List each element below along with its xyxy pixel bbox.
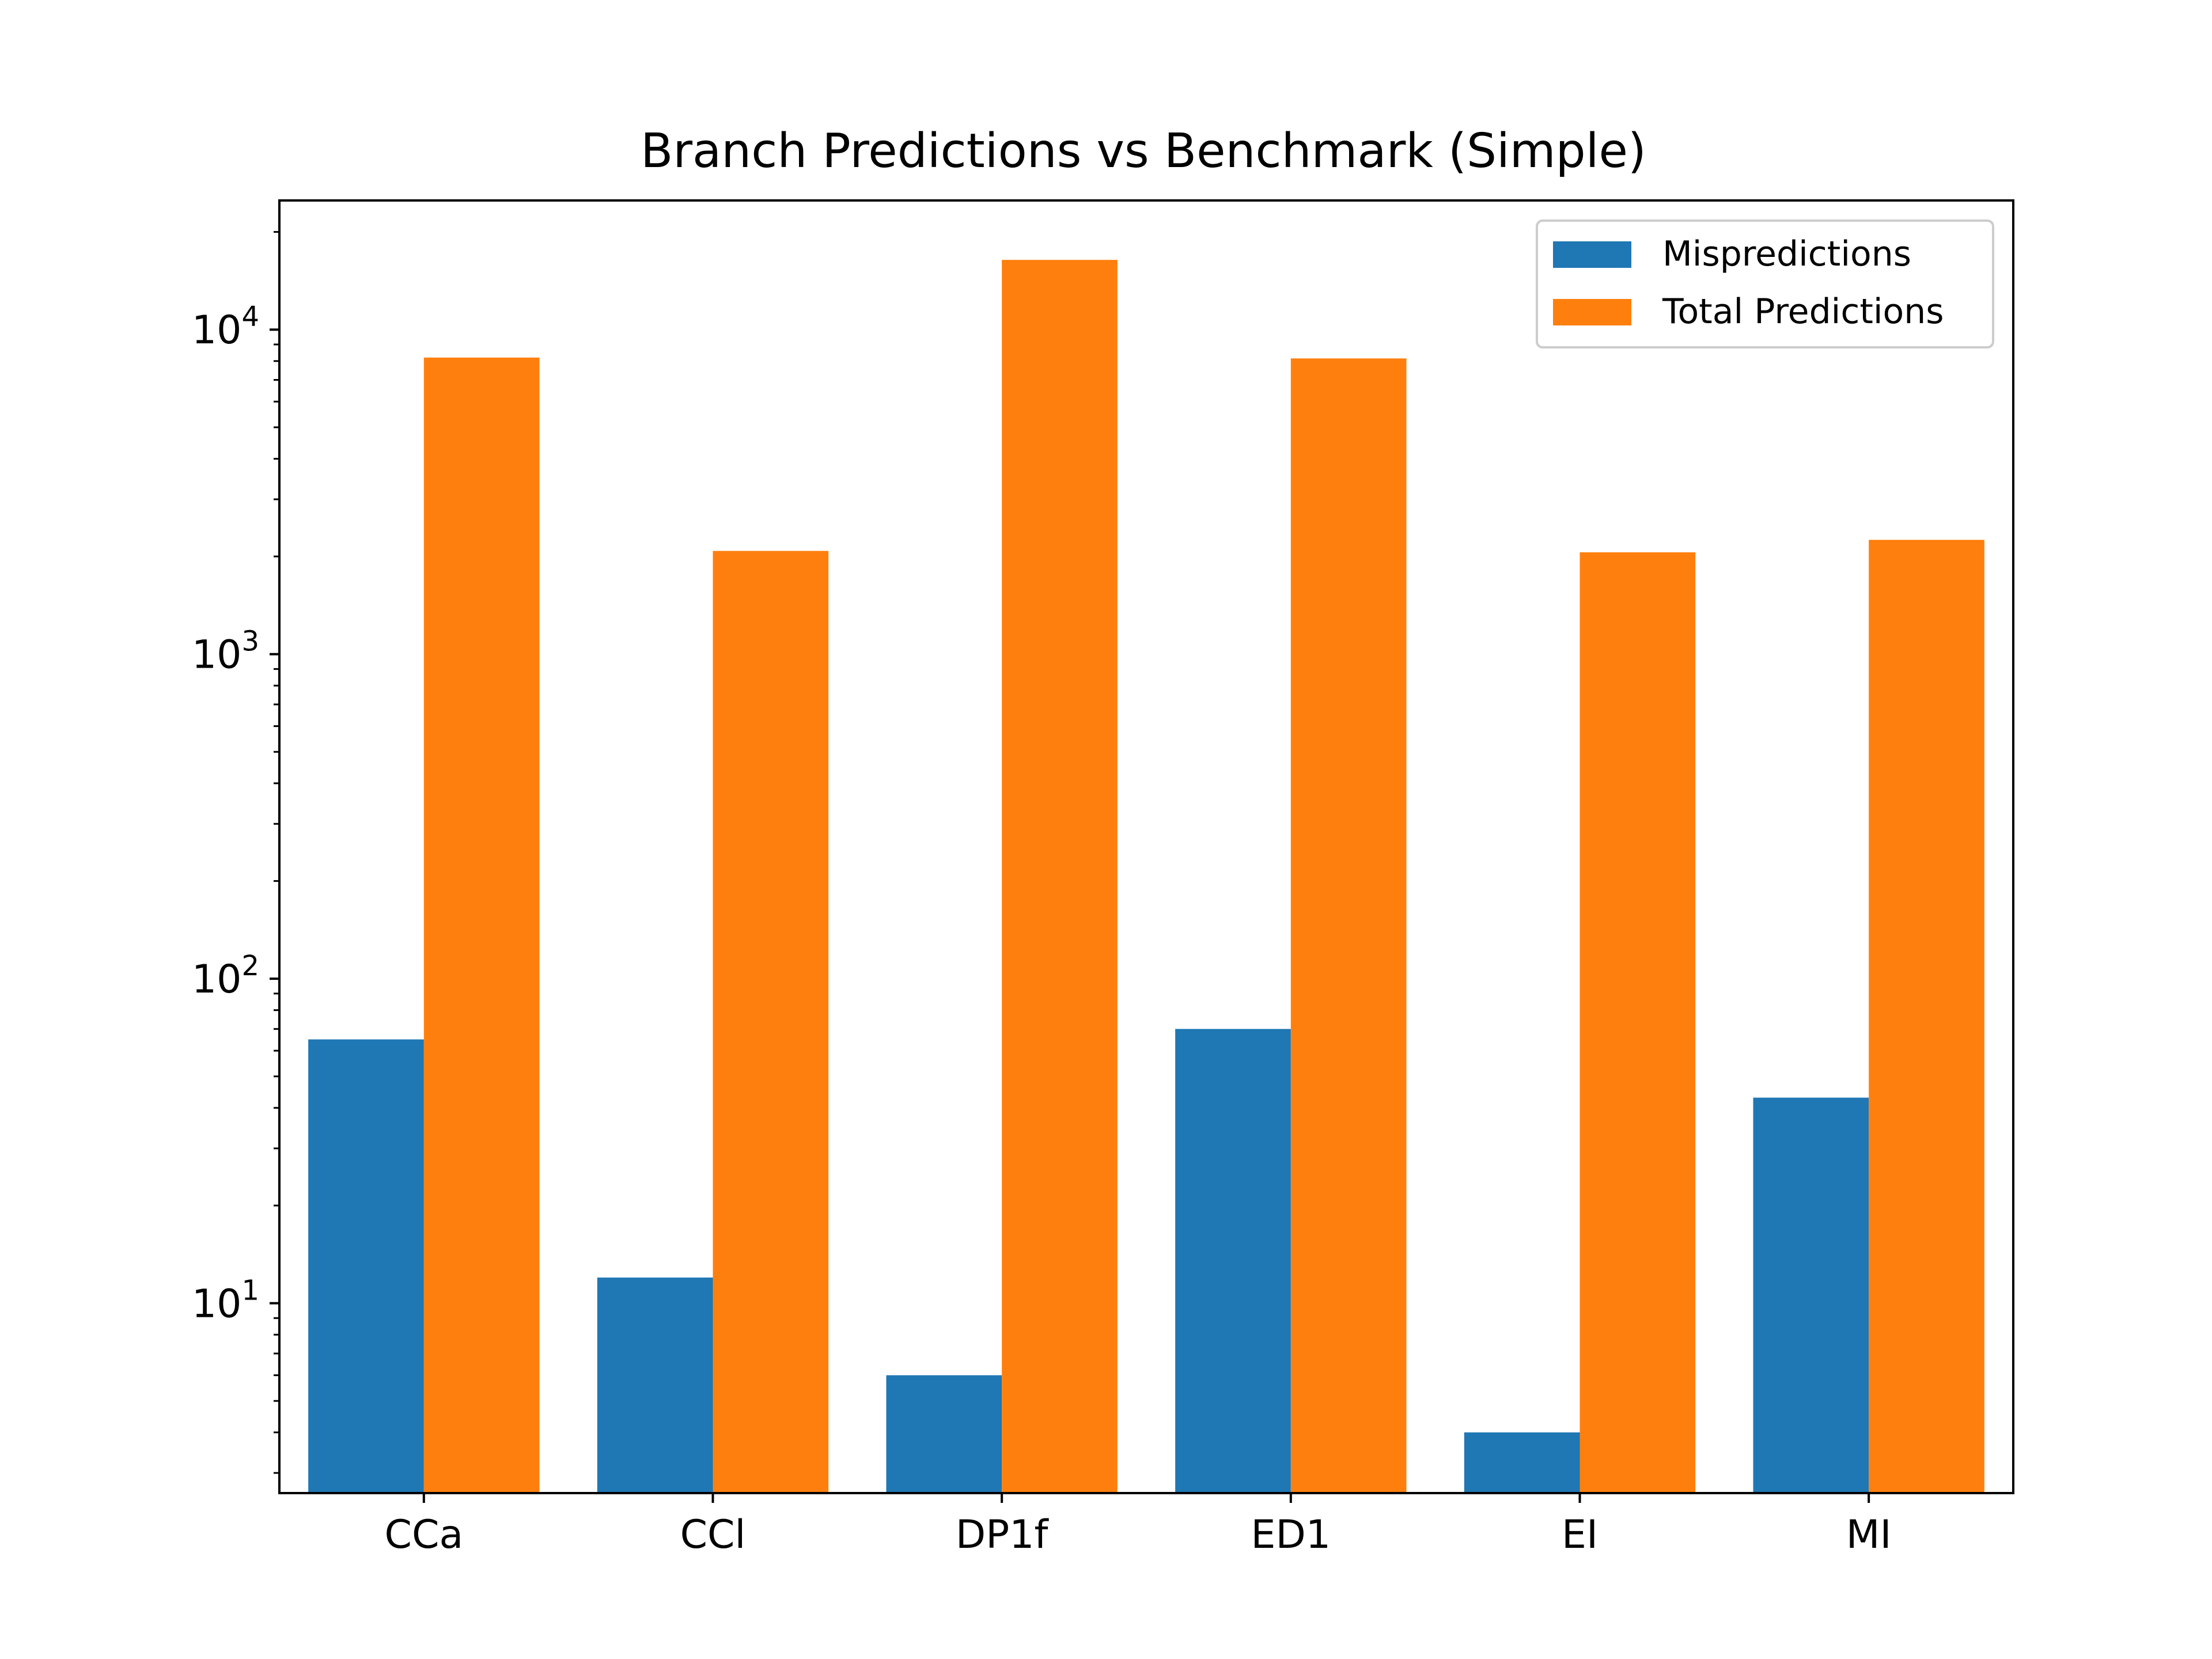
y-tick-label: 101 xyxy=(192,1274,259,1327)
bar-mispredictions-ccl xyxy=(597,1277,713,1493)
bar-mispredictions-dp1f xyxy=(886,1375,1002,1493)
chart-title: Branch Predictions vs Benchmark (Simple) xyxy=(641,124,1646,179)
y-tick-label: 104 xyxy=(192,301,259,353)
y-tick-exponent: 2 xyxy=(241,950,259,982)
y-tick-exponent: 4 xyxy=(241,301,259,333)
y-tick-exponent: 1 xyxy=(241,1274,259,1306)
legend-label: Total Predictions xyxy=(1662,291,1944,332)
bar-total-predictions-ei xyxy=(1580,552,1696,1494)
bar-mispredictions-cca xyxy=(308,1039,424,1493)
bar-total-predictions-dp1f xyxy=(1002,260,1118,1493)
bar-mispredictions-ed1 xyxy=(1175,1029,1291,1493)
legend: Mispredictions Total Predictions xyxy=(1536,219,1994,349)
bar-mispredictions-mi xyxy=(1753,1097,1869,1493)
x-tick-label: DP1f xyxy=(956,1512,1050,1558)
y-tick-exponent: 3 xyxy=(241,626,259,658)
bar-total-predictions-ccl xyxy=(713,551,829,1493)
y-tick-base: 10 xyxy=(192,1281,242,1327)
bar-total-predictions-cca xyxy=(423,357,540,1493)
y-tick-base: 10 xyxy=(192,957,242,1002)
axes-frame xyxy=(278,199,2014,1494)
x-tick-label: MI xyxy=(1846,1512,1892,1558)
bar-total-predictions-ed1 xyxy=(1290,358,1407,1493)
x-tick-label: EI xyxy=(1562,1512,1598,1558)
y-tick-base: 10 xyxy=(192,308,242,353)
y-tick-label: 102 xyxy=(192,950,259,1002)
x-tick-label: ED1 xyxy=(1251,1512,1331,1558)
legend-swatch-total-predictions xyxy=(1553,299,1631,325)
y-tick-base: 10 xyxy=(192,632,242,678)
legend-label: Mispredictions xyxy=(1662,234,1911,274)
bar-total-predictions-mi xyxy=(1869,540,1984,1493)
bar-mispredictions-ei xyxy=(1464,1432,1580,1493)
x-tick-label: CCa xyxy=(385,1512,464,1558)
x-tick-label: CCl xyxy=(680,1512,746,1558)
legend-box xyxy=(1536,219,1994,349)
legend-swatch-mispredictions xyxy=(1553,241,1631,268)
y-tick-label: 103 xyxy=(192,626,259,678)
